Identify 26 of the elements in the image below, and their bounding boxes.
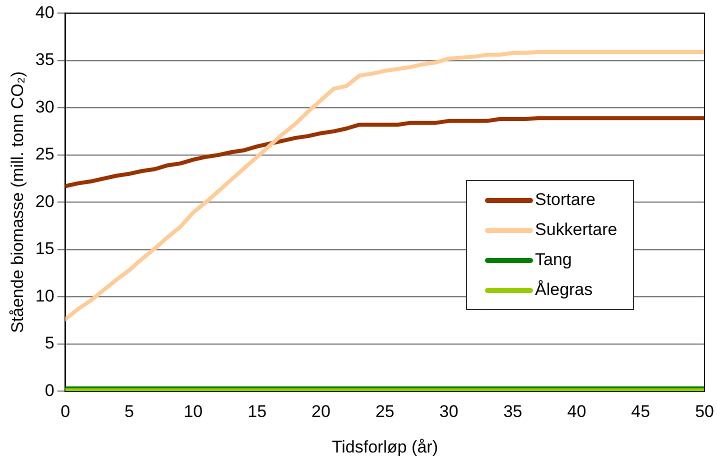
x-tick-label: 5 [124, 402, 134, 422]
y-tick-label: 25 [35, 144, 54, 164]
x-tick-label: 50 [695, 402, 714, 422]
x-tick-label: 20 [312, 402, 330, 422]
y-tick-label: 30 [35, 97, 54, 116]
x-axis-title: Tidsforløp (år) [332, 437, 438, 456]
legend-label: Sukkertare [535, 220, 618, 240]
y-tick-label: 5 [44, 334, 54, 353]
x-tick-label: 45 [631, 402, 650, 422]
y-tick-label: 0 [44, 380, 54, 400]
legend-label: Stortare [535, 190, 596, 210]
x-tick-label: 15 [248, 402, 267, 422]
y-tick-label: 10 [35, 286, 54, 306]
x-tick-label: 10 [184, 402, 203, 422]
y-tick-label: 35 [35, 50, 54, 70]
y-tick-label: 20 [35, 192, 54, 211]
y-axis-title: Stående biomasse (mill. tonn CO₂) [8, 71, 27, 334]
legend-label: Ålegras [535, 280, 593, 300]
x-tick-label: 0 [60, 402, 70, 422]
legend-label: Tang [535, 250, 572, 270]
x-tick-label: 30 [439, 402, 458, 422]
y-tick-label: 40 [35, 2, 54, 22]
x-tick-label: 40 [567, 402, 586, 422]
x-tick-label: 35 [503, 402, 522, 422]
y-tick-label: 15 [35, 239, 54, 258]
x-tick-label: 25 [375, 402, 394, 422]
